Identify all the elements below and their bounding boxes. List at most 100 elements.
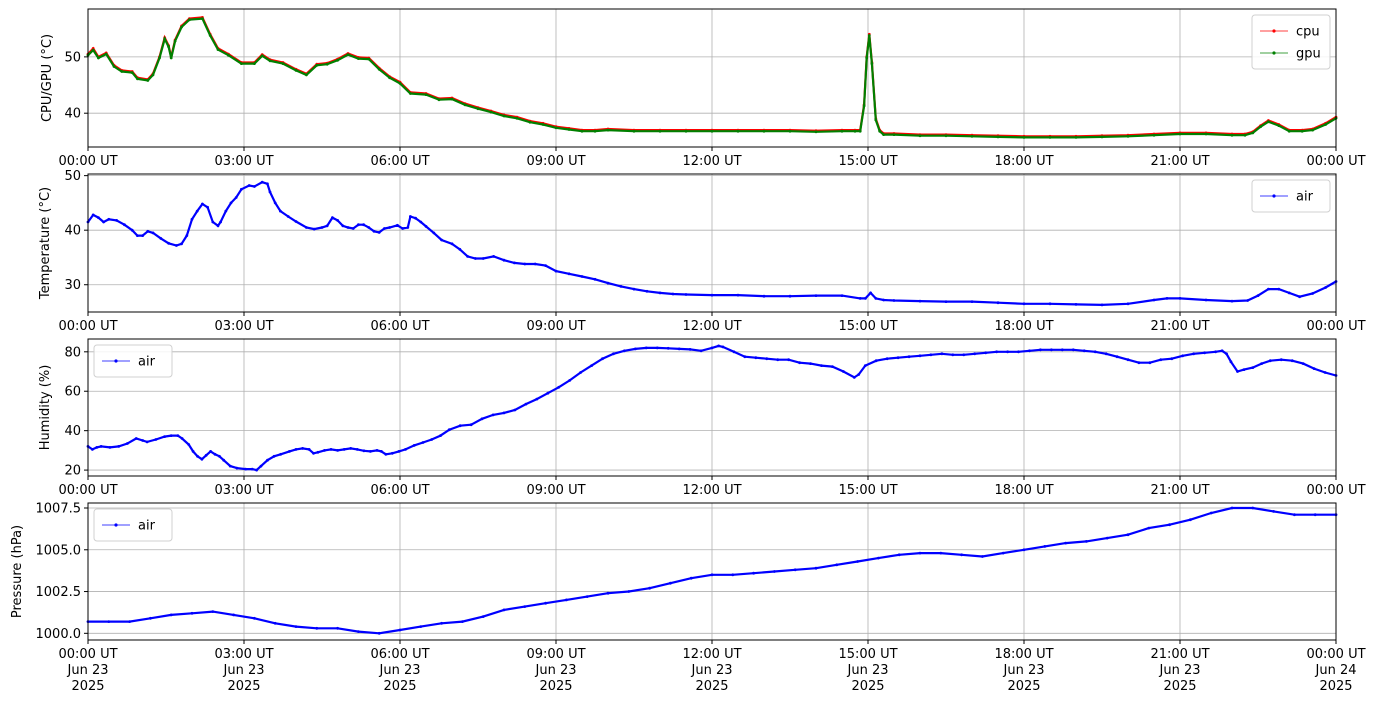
data-point <box>585 595 589 598</box>
data-point <box>1181 354 1185 358</box>
data-point <box>513 408 517 412</box>
data-point <box>185 234 189 238</box>
data-point <box>858 129 862 133</box>
data-point <box>1100 135 1104 139</box>
data-point <box>336 58 339 62</box>
x-tick-label: 00:00 UT <box>1306 483 1365 498</box>
data-point <box>1147 526 1151 530</box>
y-axis-label: Humidity (%) <box>38 365 53 451</box>
data-point <box>169 434 173 437</box>
data-point <box>1159 358 1163 362</box>
y-tick-label: 1007.5 <box>36 502 82 517</box>
data-point <box>388 226 391 229</box>
data-point <box>253 185 256 188</box>
data-point <box>234 196 238 199</box>
data-point <box>717 344 720 348</box>
data-point <box>469 423 473 427</box>
data-point <box>377 67 381 71</box>
data-point <box>869 291 872 295</box>
grid <box>87 9 1337 147</box>
data-point <box>960 553 963 557</box>
data-point <box>814 130 818 134</box>
data-point <box>430 438 434 441</box>
y-tick-label: 20 <box>64 464 81 479</box>
data-point <box>1230 133 1234 137</box>
data-point <box>1256 294 1260 297</box>
data-point <box>341 224 345 228</box>
data-point <box>491 413 495 417</box>
x-tick-label: 03:00 UT Jun 23 2025 <box>214 647 273 694</box>
data-point <box>196 454 199 458</box>
data-point <box>1251 506 1255 510</box>
data-point <box>175 244 178 247</box>
data-point <box>409 215 412 218</box>
data-point <box>312 451 315 455</box>
data-point <box>266 458 269 462</box>
data-point <box>288 450 291 453</box>
data-point <box>1170 357 1174 361</box>
data-point <box>541 123 545 126</box>
data-point <box>104 52 108 56</box>
data-point <box>1230 506 1234 510</box>
x-tick-label: 12:00 UT <box>682 154 741 169</box>
data-point <box>268 59 272 63</box>
data-point <box>259 464 263 468</box>
data-point <box>474 257 477 260</box>
data-point <box>882 298 885 302</box>
y-tick-label: 50 <box>64 50 81 65</box>
data-point <box>874 118 878 122</box>
data-point <box>1268 359 1272 363</box>
x-tick-label: 09:00 UT Jun 23 2025 <box>526 647 585 694</box>
data-point <box>190 611 194 615</box>
data-point <box>554 269 558 273</box>
data-point <box>1300 129 1304 133</box>
data-point <box>996 135 1000 139</box>
data-point <box>228 464 232 468</box>
data-point <box>1301 362 1305 365</box>
y-axis-label: Temperature (°C) <box>38 187 53 300</box>
data-point <box>684 129 688 133</box>
y-tick-label: 40 <box>64 107 81 122</box>
y-tick-label: 1000.0 <box>36 627 82 642</box>
data-point <box>383 227 386 230</box>
data-point <box>1242 368 1246 371</box>
data-point <box>645 289 649 293</box>
data-point <box>1085 540 1088 543</box>
data-point <box>1214 350 1217 354</box>
data-point <box>593 129 597 133</box>
x-tick-label: 03:00 UT <box>214 483 273 498</box>
series-gpu <box>86 17 1338 139</box>
data-point <box>253 616 256 620</box>
data-point <box>222 458 226 462</box>
legend-box <box>93 344 173 378</box>
data-point <box>266 182 269 186</box>
data-point <box>580 129 584 133</box>
y-tick-label: 60 <box>64 385 81 400</box>
data-point <box>216 224 220 228</box>
data-point <box>565 598 568 602</box>
data-point <box>1313 513 1317 517</box>
legend: air <box>93 344 173 378</box>
data-point <box>671 292 675 296</box>
x-tick-label: 06:00 UT Jun 23 2025 <box>370 647 429 694</box>
data-point <box>1267 287 1270 291</box>
x-tick-label: 18:00 UT <box>994 319 1053 334</box>
data-point <box>99 445 103 448</box>
data-point <box>502 411 506 415</box>
data-point <box>146 79 150 82</box>
data-point <box>1243 133 1247 137</box>
data-point <box>204 453 208 457</box>
data-point <box>648 586 651 590</box>
data-point <box>315 626 319 630</box>
data-point <box>1105 536 1109 540</box>
data-point <box>544 601 547 605</box>
data-point <box>1043 545 1047 548</box>
data-point <box>996 301 1000 305</box>
data-point <box>580 275 584 278</box>
data-point <box>882 133 885 137</box>
data-point <box>159 237 163 240</box>
legend: cpu gpu <box>1251 14 1331 70</box>
data-point <box>272 454 276 458</box>
data-point <box>1028 349 1031 353</box>
x-tick-label: 12:00 UT <box>682 319 741 334</box>
